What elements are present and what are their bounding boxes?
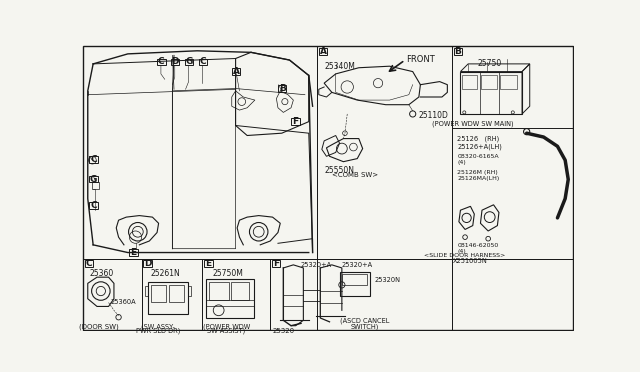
- Bar: [141, 259, 202, 330]
- Text: (4): (4): [458, 160, 466, 165]
- Text: B: B: [454, 46, 461, 56]
- Text: 25320+A: 25320+A: [342, 262, 373, 268]
- Text: E: E: [131, 248, 136, 257]
- Text: (DOOR SW): (DOOR SW): [79, 323, 118, 330]
- Text: 25261N: 25261N: [151, 269, 180, 279]
- Bar: [340, 272, 371, 296]
- Text: (POWER WDW SW MAIN): (POWER WDW SW MAIN): [432, 120, 513, 126]
- Bar: [84, 260, 93, 267]
- Text: E: E: [205, 259, 211, 268]
- Text: (SW ASSY-: (SW ASSY-: [141, 323, 175, 330]
- Bar: [342, 274, 367, 285]
- Bar: [317, 46, 452, 259]
- Bar: [460, 71, 522, 114]
- Bar: [188, 286, 191, 296]
- Text: 25126   (RH): 25126 (RH): [458, 135, 500, 142]
- Text: B: B: [279, 84, 285, 93]
- Text: F: F: [273, 259, 279, 268]
- Text: 25340M: 25340M: [324, 62, 355, 71]
- Text: D: D: [144, 259, 151, 268]
- Bar: [198, 58, 207, 65]
- Bar: [145, 286, 148, 296]
- Bar: [204, 260, 212, 267]
- Text: 08146-62050: 08146-62050: [458, 243, 499, 248]
- Bar: [319, 48, 327, 55]
- Text: 25750M: 25750M: [212, 269, 243, 279]
- Text: 25750: 25750: [477, 58, 502, 67]
- Text: 25110D: 25110D: [418, 111, 448, 120]
- Bar: [454, 48, 462, 55]
- Text: G: G: [90, 174, 97, 183]
- Bar: [92, 182, 99, 189]
- Bar: [278, 85, 287, 92]
- Text: 25360A: 25360A: [111, 299, 136, 305]
- Bar: [90, 202, 98, 209]
- Bar: [270, 259, 452, 330]
- Bar: [171, 58, 179, 65]
- Text: C: C: [158, 57, 164, 67]
- Text: A: A: [232, 67, 239, 76]
- Text: C: C: [90, 155, 97, 164]
- Text: C: C: [200, 57, 206, 67]
- Bar: [185, 58, 193, 65]
- Text: 25320+A: 25320+A: [301, 262, 332, 268]
- Text: C: C: [86, 259, 92, 268]
- Bar: [157, 58, 166, 65]
- Text: C: C: [90, 202, 97, 211]
- Text: SW ASSIST): SW ASSIST): [207, 328, 246, 334]
- Text: F: F: [292, 117, 298, 126]
- Text: FRONT: FRONT: [406, 55, 435, 64]
- Bar: [206, 300, 254, 307]
- Bar: [206, 279, 254, 318]
- Text: <SLIDE DOOR HARNESS>: <SLIDE DOOR HARNESS>: [424, 253, 505, 257]
- Text: 08320-6165A: 08320-6165A: [458, 154, 499, 159]
- Text: (4): (4): [458, 249, 466, 254]
- Bar: [143, 260, 152, 267]
- Bar: [209, 282, 228, 300]
- Bar: [452, 46, 573, 259]
- Text: PWR SLD DR): PWR SLD DR): [136, 328, 180, 334]
- Text: 25126M (RH): 25126M (RH): [458, 170, 498, 175]
- Bar: [202, 259, 270, 330]
- Text: (ASCD CANCEL: (ASCD CANCEL: [340, 318, 390, 324]
- Bar: [291, 118, 300, 125]
- Text: 25126MA(LH): 25126MA(LH): [458, 176, 500, 181]
- Text: 25320N: 25320N: [374, 277, 400, 283]
- Bar: [500, 76, 517, 89]
- Bar: [90, 156, 98, 163]
- Bar: [148, 282, 188, 314]
- Text: 25360: 25360: [90, 269, 113, 279]
- Bar: [151, 285, 166, 302]
- Bar: [232, 68, 240, 75]
- Text: G: G: [186, 57, 193, 67]
- Bar: [90, 176, 98, 183]
- Bar: [129, 249, 138, 256]
- Text: (POWER WDW: (POWER WDW: [203, 323, 250, 330]
- Text: 25550N: 25550N: [324, 166, 355, 175]
- Bar: [231, 282, 250, 300]
- Bar: [272, 260, 280, 267]
- Bar: [462, 76, 477, 89]
- Bar: [168, 285, 184, 302]
- Bar: [83, 259, 141, 330]
- Text: D: D: [172, 57, 179, 67]
- Text: <COMB SW>: <COMB SW>: [332, 172, 378, 178]
- Text: X251005N: X251005N: [452, 258, 487, 264]
- Text: 25320: 25320: [272, 328, 294, 334]
- Text: 25126+A(LH): 25126+A(LH): [458, 143, 502, 150]
- Text: SWITCH): SWITCH): [351, 323, 379, 330]
- Bar: [481, 76, 497, 89]
- Text: A: A: [319, 46, 326, 56]
